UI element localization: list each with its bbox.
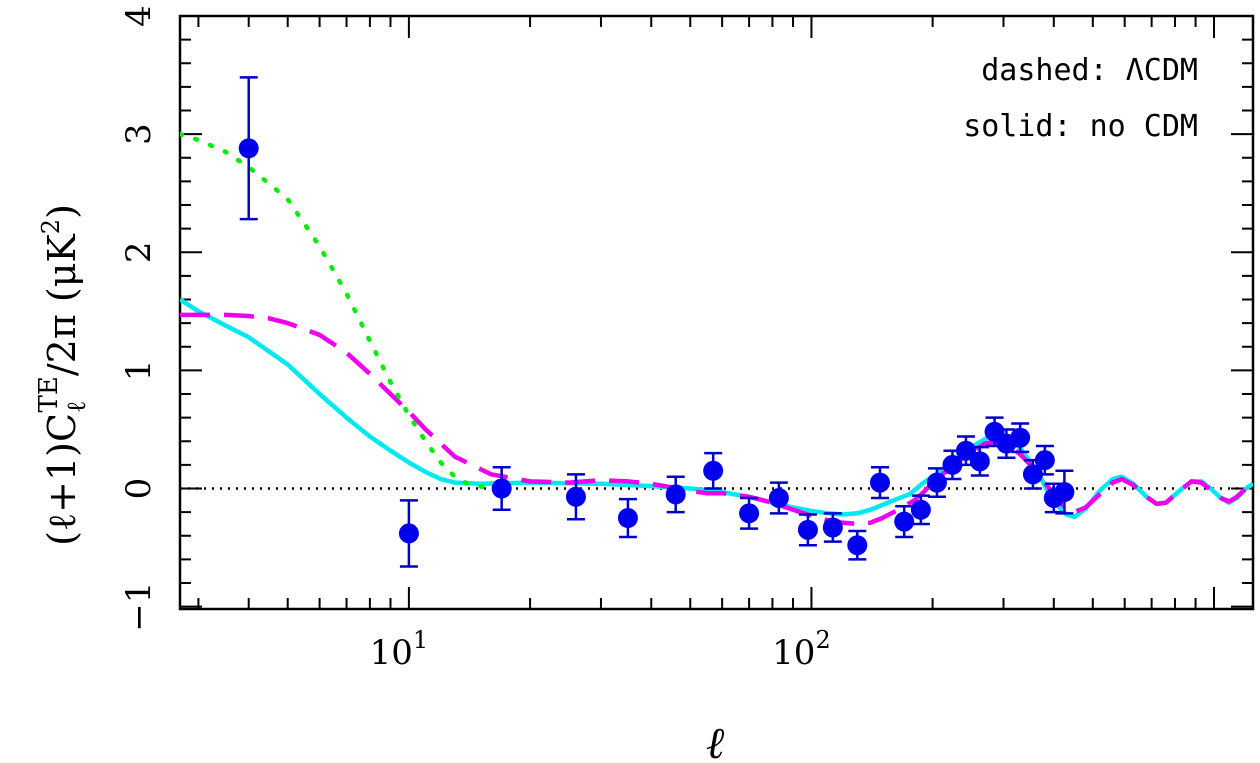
data-point xyxy=(491,478,512,499)
x-axis-ticks: 101 102 xyxy=(370,626,831,673)
theory-curves xyxy=(180,131,1253,527)
data-point xyxy=(910,499,931,520)
y-tick-label: 2 xyxy=(119,241,159,263)
errorbars xyxy=(239,76,1074,568)
curve-dotted xyxy=(180,131,494,491)
data-point xyxy=(617,508,638,529)
data-point xyxy=(238,138,259,159)
data-point xyxy=(398,523,419,544)
data-point xyxy=(969,451,990,472)
data-point xyxy=(1010,427,1031,448)
svg-text:(ℓ+1)CℓTE/2π (μK2): (ℓ+1)CℓTE/2π (μK2) xyxy=(34,204,92,546)
data-point xyxy=(1022,464,1043,485)
y-tick-label: −1 xyxy=(119,582,159,632)
y-axis-label: (ℓ+1)CℓTE/2π (μK2) xyxy=(34,204,92,546)
ylabel-suffix: /2π (μK xyxy=(40,234,84,377)
data-point xyxy=(665,484,686,505)
y-tick-label: 3 xyxy=(119,123,159,145)
ylabel-close: ) xyxy=(40,204,84,219)
y-tick-label: 4 xyxy=(119,5,159,27)
minor-ticks xyxy=(197,16,1215,609)
data-point xyxy=(894,511,915,532)
data-point xyxy=(847,535,868,556)
x-axis-label: ℓ xyxy=(706,718,725,763)
y-tick-label: 1 xyxy=(119,360,159,382)
data-point xyxy=(869,472,890,493)
data-point xyxy=(1034,450,1055,471)
data-point xyxy=(565,486,586,507)
plot-frame xyxy=(178,14,1255,611)
data-point xyxy=(797,519,818,540)
data-point xyxy=(739,503,760,524)
data-point xyxy=(703,460,724,481)
data-point xyxy=(926,472,947,493)
data-point xyxy=(768,487,789,508)
x-tick-label: 102 xyxy=(772,626,831,673)
legend-line-dashed: dashed: ΛCDM xyxy=(981,53,1198,88)
data-points xyxy=(238,138,1075,556)
y-axis-ticks: −1 0 1 2 3 4 xyxy=(119,5,1253,632)
data-point xyxy=(822,517,843,538)
ylabel-sq: 2 xyxy=(37,219,65,234)
x-tick-label: 101 xyxy=(370,626,429,673)
ylabel-sup: TE xyxy=(34,376,64,412)
ylabel-sub: ℓ xyxy=(62,400,92,412)
curve-solid xyxy=(180,297,1253,520)
y-tick-label: 0 xyxy=(119,478,159,500)
legend-line-solid: solid: no CDM xyxy=(963,109,1198,144)
curve-dashed xyxy=(180,312,1253,527)
data-point xyxy=(1054,482,1075,503)
data-point xyxy=(955,440,976,461)
ylabel-prefix: (ℓ+1)C xyxy=(40,413,84,546)
data-point xyxy=(942,454,963,475)
